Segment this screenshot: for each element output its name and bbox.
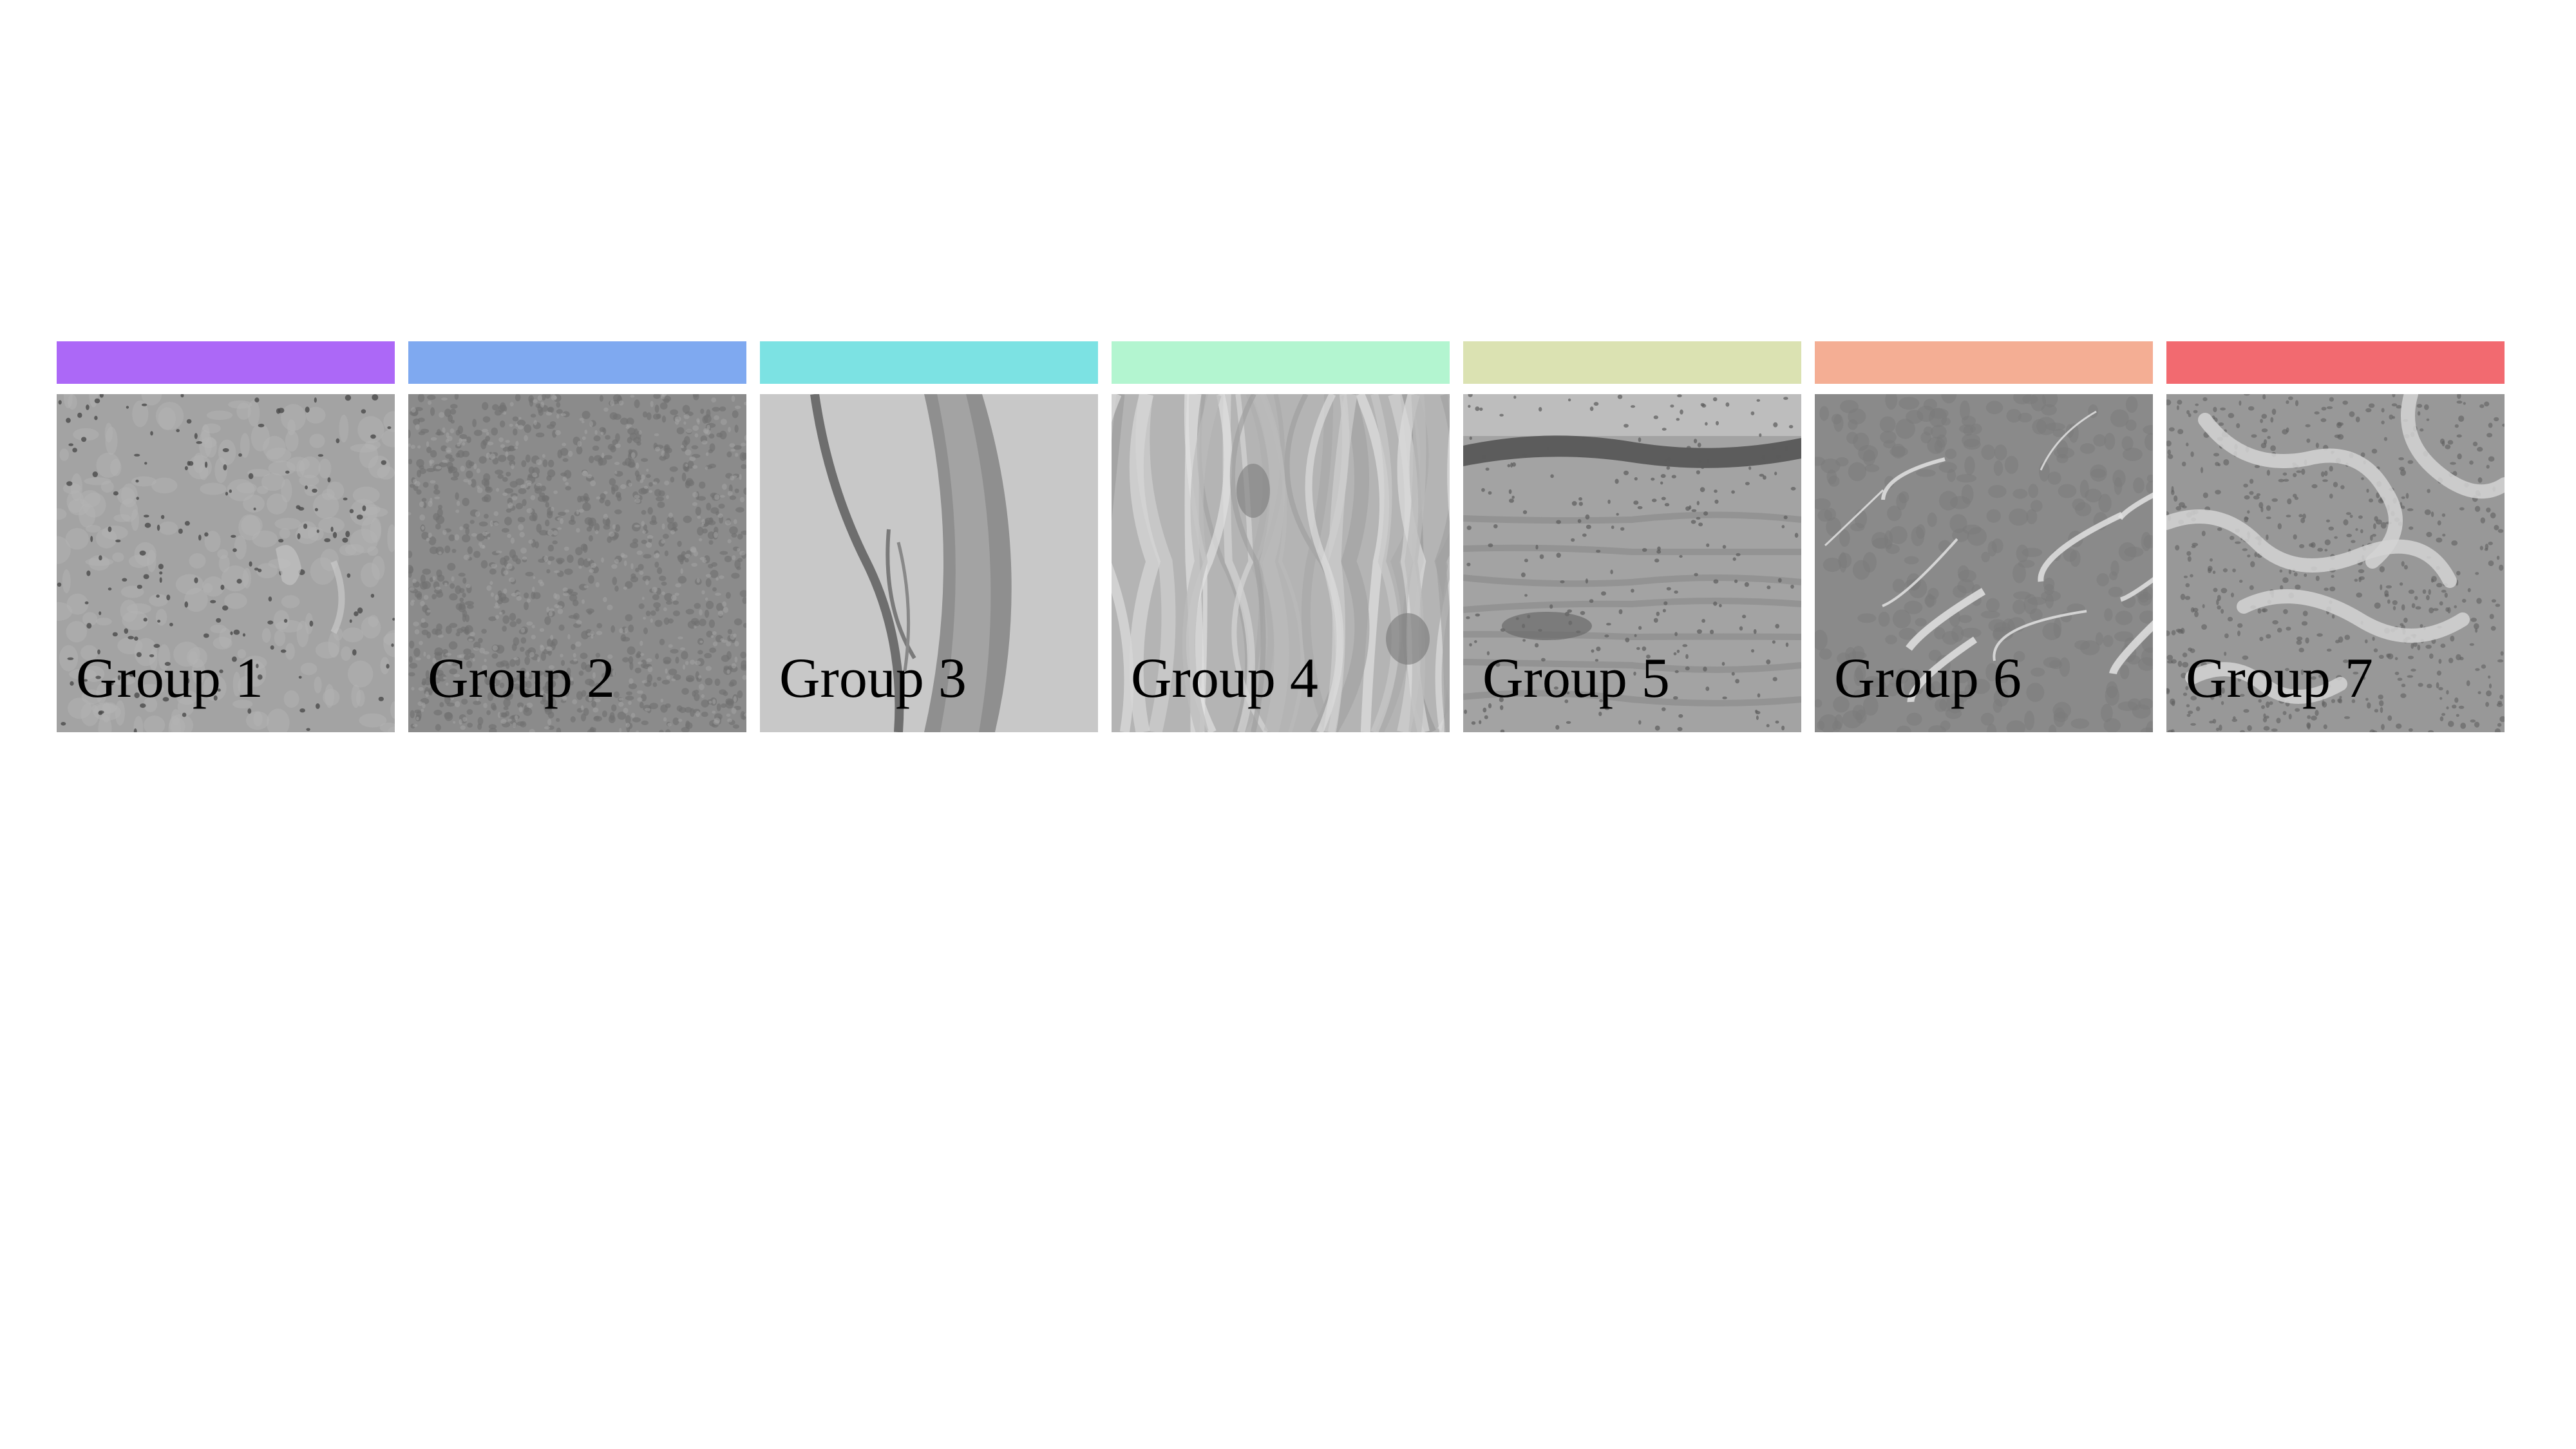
histology-image-tile: Group 6 bbox=[1815, 394, 2153, 732]
histology-image-tile: Group 5 bbox=[1463, 394, 1801, 732]
group-label: Group 2 bbox=[428, 647, 615, 710]
tissue-texture bbox=[760, 394, 1098, 732]
group-color-bar bbox=[408, 341, 746, 384]
group-color-bar bbox=[1815, 341, 2153, 384]
group-color-bar bbox=[1463, 341, 1801, 384]
group-panel-3: Group 3 bbox=[760, 341, 1098, 734]
group-label: Group 6 bbox=[1834, 647, 2022, 710]
histology-image-tile: Group 2 bbox=[408, 394, 746, 732]
tissue-texture bbox=[1463, 394, 1801, 732]
group-panel-6: Group 6 bbox=[1815, 341, 2153, 734]
group-label: Group 3 bbox=[779, 647, 967, 710]
tissue-texture bbox=[1112, 394, 1450, 732]
histology-image-tile: Group 3 bbox=[760, 394, 1098, 732]
histology-image-tile: Group 7 bbox=[2166, 394, 2505, 732]
group-label: Group 4 bbox=[1131, 647, 1318, 710]
tissue-texture bbox=[408, 394, 746, 732]
group-color-bar bbox=[2166, 341, 2505, 384]
group-color-bar bbox=[57, 341, 395, 384]
histology-image-tile: Group 1 bbox=[57, 394, 395, 732]
group-color-bar bbox=[1112, 341, 1450, 384]
group-label: Group 5 bbox=[1482, 647, 1670, 710]
group-panel-7: Group 7 bbox=[2166, 341, 2505, 734]
group-panel-4: Group 4 bbox=[1112, 341, 1450, 734]
tissue-texture bbox=[2166, 394, 2505, 732]
tissue-texture bbox=[1815, 394, 2153, 732]
group-label: Group 7 bbox=[2186, 647, 2373, 710]
group-panel-5: Group 5 bbox=[1463, 341, 1801, 734]
histology-image-tile: Group 4 bbox=[1112, 394, 1450, 732]
group-panel-2: Group 2 bbox=[408, 341, 746, 734]
group-color-bar bbox=[760, 341, 1098, 384]
tissue-texture bbox=[57, 394, 395, 732]
group-label: Group 1 bbox=[76, 647, 263, 710]
group-panel-1: Group 1 bbox=[57, 341, 395, 734]
histology-group-panel: Group 1 Group 2 Group 3 Group 4 Group 5 bbox=[57, 341, 2505, 734]
